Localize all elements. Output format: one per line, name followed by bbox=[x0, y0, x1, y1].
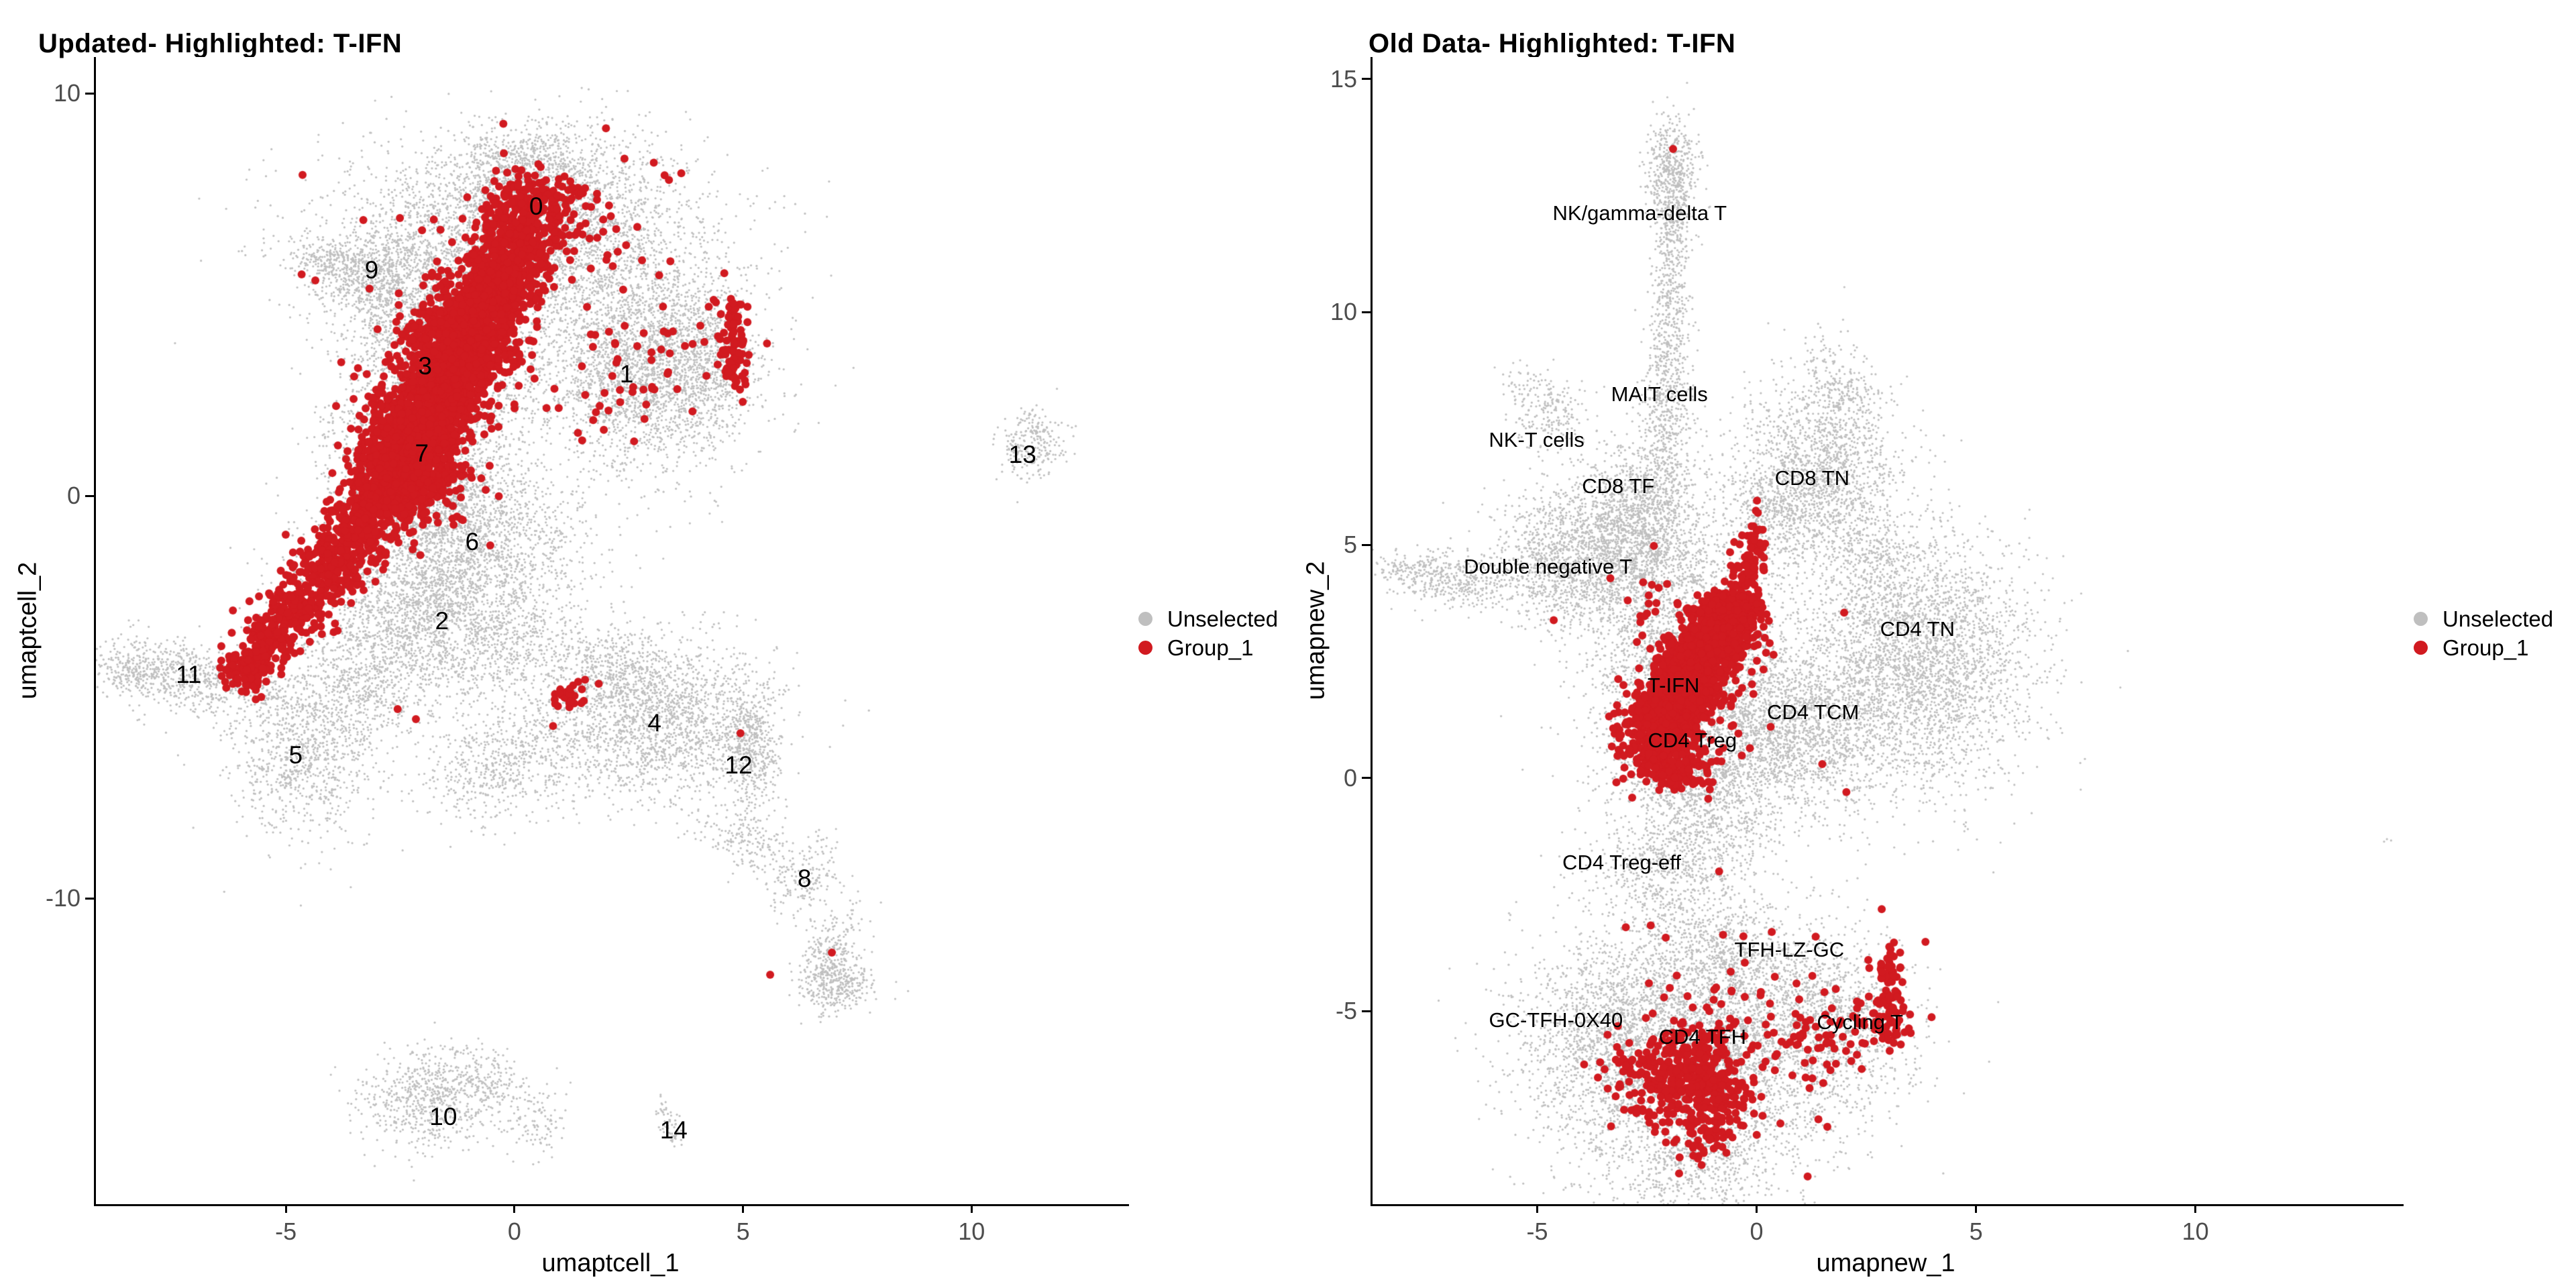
x-tick-label: 10 bbox=[958, 1218, 985, 1245]
group1-dot-icon bbox=[1138, 641, 1152, 655]
legend-label-unselected: Unselected bbox=[1167, 606, 1279, 631]
y-tick-label: 5 bbox=[1343, 531, 1357, 559]
y-tick-mark bbox=[1362, 543, 1371, 546]
legend-item-group1: Group_1 bbox=[1138, 633, 1278, 662]
y-tick-label: -10 bbox=[45, 884, 80, 912]
x-tick-label: 10 bbox=[2182, 1218, 2209, 1245]
umap-plot-updated: 0 9 3 1 7 13 6 2 11 4 5 12 8 10 14 bbox=[94, 57, 1129, 1206]
x-tick-mark bbox=[970, 1204, 973, 1213]
x-tick-mark bbox=[1756, 1204, 1758, 1213]
x-tick-label: 0 bbox=[507, 1218, 521, 1245]
legend-item-unselected: Unselected bbox=[2414, 604, 2553, 633]
x-tick-label: 0 bbox=[1750, 1218, 1764, 1245]
x-tick-mark bbox=[742, 1204, 745, 1213]
unselected-dot-icon bbox=[2414, 612, 2428, 626]
y-axis-label-updated: umaptcell_2 bbox=[13, 561, 42, 700]
x-tick-mark bbox=[513, 1204, 516, 1213]
scatter-points-updated bbox=[96, 57, 1129, 1204]
panel-title-old-data: Old Data- Highlighted: T-IFN bbox=[1368, 29, 1736, 59]
unselected-dot-icon bbox=[1138, 612, 1152, 626]
y-tick-mark bbox=[1362, 311, 1371, 313]
x-tick-mark bbox=[2194, 1204, 2197, 1213]
x-tick-mark bbox=[1536, 1204, 1539, 1213]
x-axis-label-updated: umaptcell_1 bbox=[541, 1249, 680, 1277]
legend-label-group1: Group_1 bbox=[1167, 635, 1254, 660]
y-tick-label: 15 bbox=[1330, 64, 1357, 93]
legend-item-group1: Group_1 bbox=[2414, 633, 2553, 662]
legend-label-unselected: Unselected bbox=[2443, 606, 2554, 631]
x-tick-label: -5 bbox=[1526, 1218, 1548, 1245]
y-tick-mark bbox=[85, 897, 94, 900]
y-tick-mark bbox=[1362, 777, 1371, 780]
group1-dot-icon bbox=[2414, 641, 2428, 655]
legend-label-group1: Group_1 bbox=[2443, 635, 2529, 660]
panel-title-updated: Updated- Highlighted: T-IFN bbox=[38, 29, 402, 59]
y-tick-mark bbox=[1362, 78, 1371, 80]
legend-old-data: Unselected Group_1 bbox=[2414, 604, 2553, 662]
umap-plot-old-data: NK/gamma-delta T MAIT cells NK-T cells CD8 … bbox=[1371, 57, 2404, 1206]
x-tick-label: 5 bbox=[1969, 1218, 1983, 1245]
y-tick-label: 0 bbox=[66, 482, 80, 509]
y-tick-mark bbox=[85, 494, 94, 497]
y-tick-mark bbox=[85, 92, 94, 95]
x-tick-label: -5 bbox=[275, 1218, 297, 1245]
y-tick-label: 0 bbox=[1343, 763, 1357, 792]
y-tick-mark bbox=[1362, 1010, 1371, 1012]
y-tick-label: 10 bbox=[1330, 298, 1357, 326]
y-tick-label: 10 bbox=[53, 79, 80, 107]
x-tick-label: 5 bbox=[736, 1218, 750, 1245]
y-tick-label: -5 bbox=[1335, 997, 1357, 1025]
scatter-points-old-data bbox=[1373, 57, 2404, 1204]
y-axis-label-old-data: umapnew_2 bbox=[1301, 561, 1330, 700]
x-tick-mark bbox=[1975, 1204, 1978, 1213]
legend-updated: Unselected Group_1 bbox=[1138, 604, 1278, 662]
x-tick-mark bbox=[284, 1204, 287, 1213]
x-axis-label-old-data: umapnew_1 bbox=[1816, 1249, 1955, 1277]
legend-item-unselected: Unselected bbox=[1138, 604, 1278, 633]
